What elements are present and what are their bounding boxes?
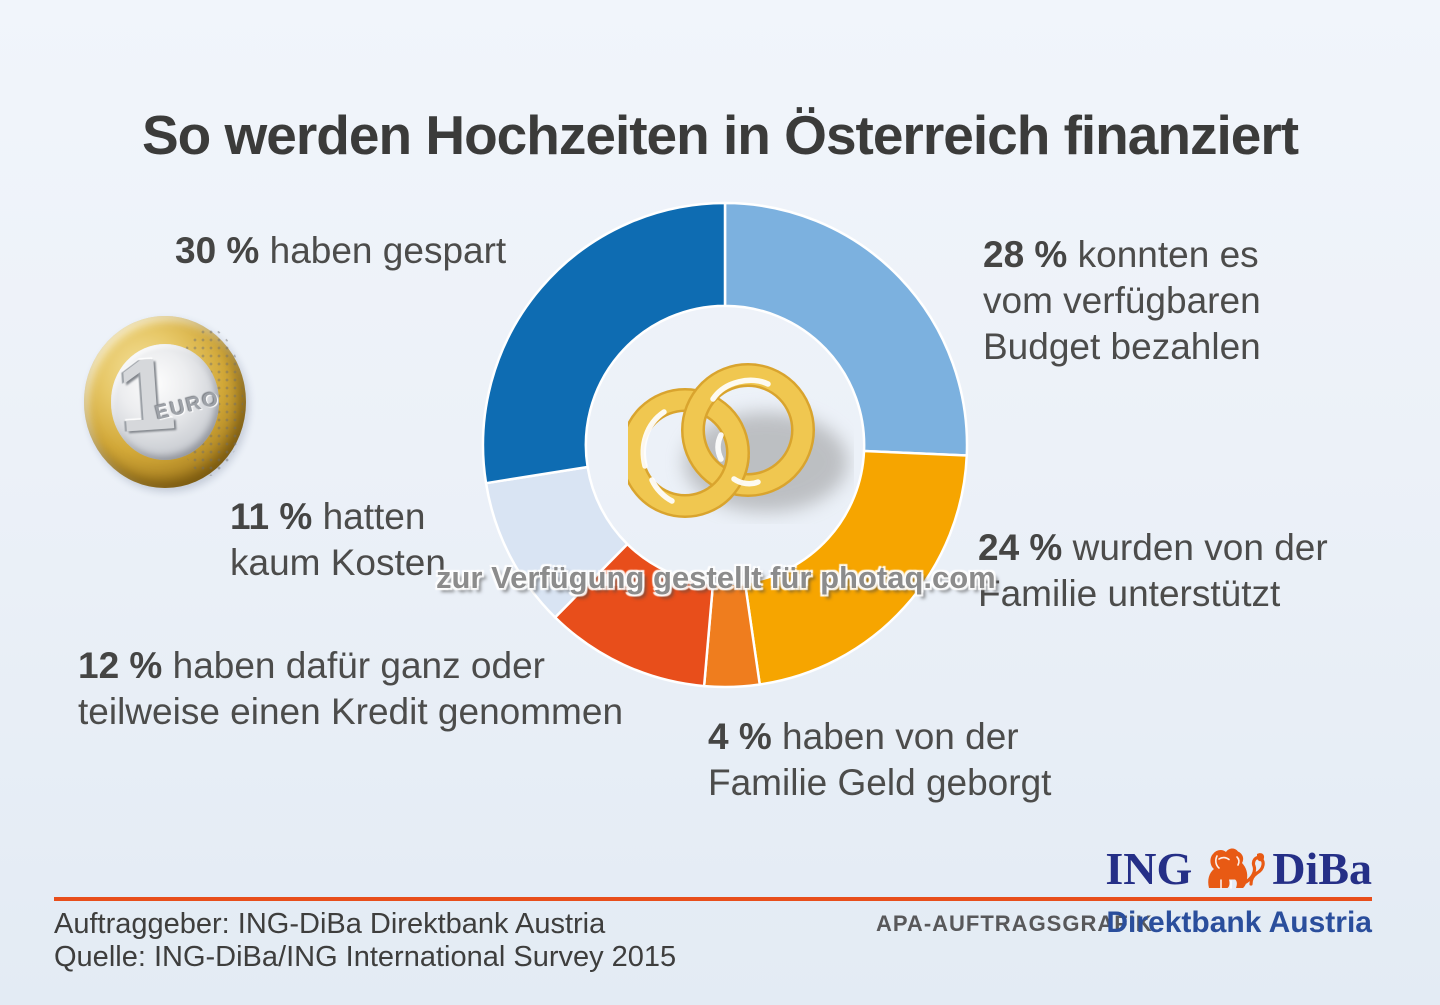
- callout-borrowed-pct: 4 %: [708, 716, 772, 757]
- callout-borrowed-text2: Familie Geld geborgt: [708, 762, 1052, 803]
- logo-ing-text: ING: [1105, 843, 1193, 894]
- callout-saved-line1: 30 % haben gespart: [175, 228, 506, 274]
- callout-budget-line1: 28 % konnten es: [983, 232, 1261, 278]
- callout-budget-text2: vom verfügbaren: [983, 280, 1261, 321]
- callout-lowcost-line1: 11 % hatten: [230, 494, 446, 540]
- left-ring: [628, 388, 750, 518]
- callout-family-support: 24 % wurden von der Familie unterstützt: [978, 525, 1328, 617]
- callout-credit-pct: 12 %: [78, 645, 163, 686]
- callout-family-text2: Familie unterstützt: [978, 573, 1281, 614]
- callout-family-pct: 24 %: [978, 527, 1063, 568]
- callout-budget-text1: konnten es: [1077, 234, 1259, 275]
- euro-coin: 1 EURO: [84, 316, 246, 488]
- ring-highlights: [640, 377, 771, 504]
- callout-saved-pct: 30 %: [175, 230, 260, 271]
- ing-diba-logo: ING DiBa: [1105, 843, 1372, 894]
- callout-budget-pct: 28 %: [983, 234, 1068, 275]
- wedding-rings-icon: [628, 363, 848, 518]
- callout-credit-text1: haben dafür ganz oder: [172, 645, 545, 686]
- coin-silver-center: 1 EURO: [110, 337, 222, 460]
- footer-client-line: Auftraggeber: ING-DiBa Direktbank Austri…: [54, 908, 606, 940]
- lion-icon: [1208, 848, 1266, 889]
- page-title: So werden Hochzeiten in Österreich finan…: [141, 103, 1299, 166]
- callout-saved-text: haben gespart: [269, 230, 507, 271]
- donut-chart: [481, 201, 969, 689]
- coin-value: 1: [114, 336, 179, 455]
- callout-low-cost: 11 % hatten kaum Kosten: [230, 494, 446, 586]
- callout-lowcost-text1: hatten: [322, 496, 426, 537]
- footer-source-line: Quelle: ING-DiBa/ING International Surve…: [54, 941, 677, 973]
- donut-segment: [723, 201, 969, 457]
- brand-subtitle: Direktbank Austria: [1106, 906, 1372, 939]
- watermark: zur Verfügung gestellt für photaq.com: [436, 560, 996, 595]
- callout-family-line1: 24 % wurden von der: [978, 525, 1328, 571]
- donut-segment: [481, 201, 727, 485]
- callout-credit-line1: 12 % haben dafür ganz oder: [78, 643, 623, 689]
- logo-diba-text: DiBa: [1272, 843, 1372, 894]
- callout-credit-text2: teilweise einen Kredit genommen: [78, 691, 624, 732]
- footer-divider-line: [54, 897, 1372, 901]
- callout-lowcost-pct: 11 %: [230, 496, 313, 537]
- callout-budget: 28 % konnten es vom verfügbaren Budget b…: [983, 232, 1261, 370]
- callout-family-text1: wurden von der: [1072, 527, 1328, 568]
- callout-saved: 30 % haben gespart: [175, 228, 506, 274]
- callout-borrowed-text1: haben von der: [782, 716, 1019, 757]
- apa-credit-label: APA-AUFTRAGSGRAFIK: [876, 911, 1153, 936]
- callout-lowcost-text2: kaum Kosten: [230, 542, 446, 583]
- donut-segment: [743, 449, 969, 686]
- callout-family-borrowed: 4 % haben von der Familie Geld geborgt: [708, 714, 1051, 806]
- callout-credit: 12 % haben dafür ganz oder teilweise ein…: [78, 643, 623, 735]
- callout-borrowed-line1: 4 % haben von der: [708, 714, 1051, 760]
- callout-budget-text3: Budget bezahlen: [983, 326, 1261, 367]
